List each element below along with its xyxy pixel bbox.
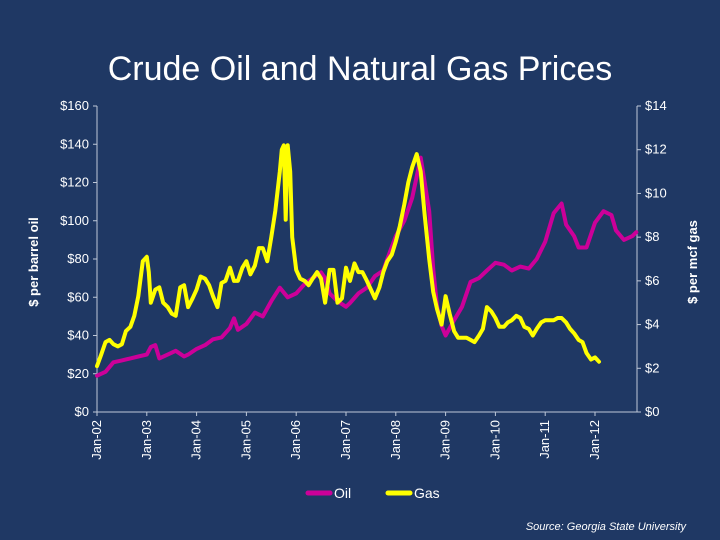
y2-tick-label: $0: [645, 404, 659, 419]
x-tick-label: Jan-12: [587, 420, 602, 460]
y-tick-label: $80: [67, 251, 89, 266]
y-tick-label: $100: [60, 213, 89, 228]
y2-tick-label: $4: [645, 317, 659, 332]
right-axis-ticks: $0 $2 $4 $6 $8 $10 $12 $14: [637, 98, 667, 419]
x-tick-label: Jan-09: [438, 420, 453, 460]
plot-area: [96, 106, 638, 413]
y-tick-label: $160: [60, 98, 89, 113]
y2-axis-label: $ per mcf gas: [685, 220, 700, 304]
series-line-oil: [95, 155, 639, 378]
source-note: Source: Georgia State University: [526, 521, 688, 533]
y-tick-label: $140: [60, 136, 89, 151]
y2-tick-label: $10: [645, 185, 667, 200]
x-tick-label: Jan-11: [537, 420, 552, 459]
y-axis-label: $ per barrel oil: [26, 217, 41, 307]
chart-title: Crude Oil and Natural Gas Prices: [108, 50, 613, 88]
x-tick-label: Jan-02: [89, 420, 104, 460]
series-line-gas: [95, 143, 601, 369]
y-tick-label: $20: [67, 366, 89, 381]
x-tick-label: Jan-03: [139, 420, 154, 460]
y-tick-label: $0: [75, 404, 89, 419]
series-lines: [95, 143, 639, 378]
x-tick-label: Jan-05: [238, 420, 253, 460]
x-tick-label: Jan-08: [388, 420, 403, 460]
x-tick-label: Jan-10: [487, 420, 502, 460]
y2-tick-label: $14: [645, 98, 667, 113]
x-tick-label: Jan-06: [288, 420, 303, 460]
y2-tick-label: $12: [645, 142, 667, 157]
legend: Oil Gas: [305, 485, 440, 501]
legend-gas-label: Gas: [414, 485, 440, 501]
x-axis-ticks: Jan-02 Jan-03 Jan-04 Jan-05 Jan-06 Jan-07 Jan-…: [89, 412, 602, 460]
left-axis-ticks: $0 $20 $40 $60 $80 $100 $120 $140 $160: [60, 98, 97, 419]
y2-tick-label: $6: [645, 273, 659, 288]
y2-tick-label: $8: [645, 229, 659, 244]
y-tick-label: $40: [67, 328, 89, 343]
y-tick-label: $120: [60, 175, 89, 190]
x-tick-label: Jan-07: [338, 420, 353, 460]
y2-tick-label: $2: [645, 360, 659, 375]
y-tick-label: $60: [67, 289, 89, 304]
legend-oil-label: Oil: [334, 485, 351, 501]
x-tick-label: Jan-04: [189, 420, 204, 460]
